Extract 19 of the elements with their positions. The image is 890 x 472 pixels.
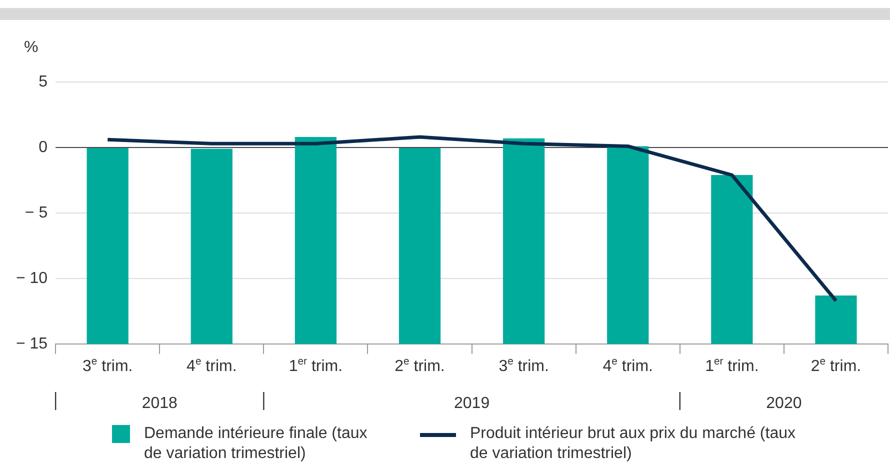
y-axis-title: % <box>24 39 38 56</box>
bar <box>815 296 857 344</box>
y-tick-label: − 10 <box>16 270 48 287</box>
legend-label: Demande intérieure finale (taux de variation trimestriel) <box>144 424 368 464</box>
text: 2020 <box>766 395 802 412</box>
y-tick-label: 5 <box>38 73 48 90</box>
text: 2019 <box>454 395 490 412</box>
bar <box>398 148 441 344</box>
bar <box>607 146 649 344</box>
bar <box>294 137 337 344</box>
bar <box>503 138 545 344</box>
y-tick-label: − 15 <box>16 335 48 352</box>
bar <box>86 148 128 344</box>
y-tick-label: − 5 <box>24 204 48 222</box>
text: 2018 <box>142 395 178 412</box>
bar <box>711 175 753 344</box>
legend-label: Produit intérieur brut aux prix du marché (taux de variation trimestriel) <box>470 424 796 464</box>
bar <box>190 148 232 344</box>
y-tick-label: 0 <box>38 138 48 156</box>
